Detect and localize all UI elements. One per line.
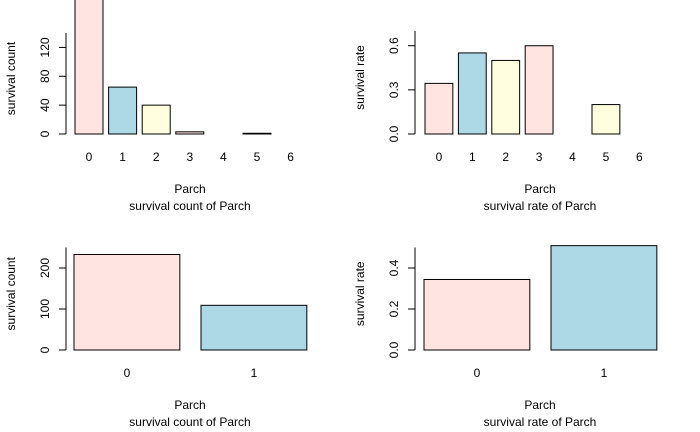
y-tick-label: 200 <box>38 258 52 278</box>
y-tick-label: 40 <box>38 98 52 112</box>
x-tick-label: 3 <box>186 150 193 164</box>
bar <box>524 45 554 135</box>
y-tick-label: 0.3 <box>387 81 401 98</box>
x-axis-label: Parch <box>524 182 555 196</box>
x-tick-label: 6 <box>287 150 294 164</box>
x-tick-label: 4 <box>569 150 576 164</box>
y-axis-label: survival count <box>4 41 18 115</box>
x-axis-label: Parch <box>174 398 205 412</box>
chart-title: survival rate of Parch <box>484 415 597 429</box>
x-tick-label: 6 <box>636 150 643 164</box>
x-tick-label: 0 <box>86 150 93 164</box>
bar <box>423 278 531 351</box>
bar <box>457 52 487 135</box>
bar <box>141 104 171 135</box>
y-axis-label: survival rate <box>353 45 367 110</box>
x-tick-label: 0 <box>124 366 131 380</box>
x-tick-label: 2 <box>502 150 509 164</box>
x-tick-label: 0 <box>474 366 481 380</box>
y-tick-label: 120 <box>38 37 52 57</box>
x-tick-label: 1 <box>251 366 258 380</box>
y-tick-label: 0.0 <box>387 341 401 358</box>
bar <box>242 132 272 135</box>
y-axis-label: survival rate <box>353 261 367 326</box>
y-tick-label: 0 <box>38 130 52 137</box>
bar <box>591 104 621 135</box>
x-tick-label: 5 <box>254 150 261 164</box>
y-tick-label: 0.6 <box>387 37 401 54</box>
x-axis-label: Parch <box>524 398 555 412</box>
y-tick-label: 100 <box>38 299 52 319</box>
x-tick-label: 3 <box>536 150 543 164</box>
x-axis-label: Parch <box>174 182 205 196</box>
y-tick-label: 0.2 <box>387 300 401 317</box>
y-tick-label: 0.4 <box>387 259 401 276</box>
bar <box>175 131 205 135</box>
bar <box>108 86 138 135</box>
chart-title: survival count of Parch <box>129 199 250 213</box>
y-tick-label: 0.0 <box>387 125 401 142</box>
x-tick-label: 2 <box>153 150 160 164</box>
y-tick-label: 80 <box>38 69 52 83</box>
x-tick-label: 4 <box>220 150 227 164</box>
bar <box>424 82 454 135</box>
bar <box>74 0 104 135</box>
bar <box>550 245 658 351</box>
x-tick-label: 1 <box>601 366 608 380</box>
chart-title: survival rate of Parch <box>484 199 597 213</box>
chart-title: survival count of Parch <box>129 415 250 429</box>
y-axis-label: survival count <box>4 256 18 330</box>
bar <box>491 59 521 135</box>
x-tick-label: 5 <box>603 150 610 164</box>
x-tick-label: 0 <box>436 150 443 164</box>
bar <box>200 304 308 351</box>
y-tick-label: 0 <box>38 346 52 353</box>
x-tick-label: 1 <box>119 150 126 164</box>
x-tick-label: 1 <box>469 150 476 164</box>
bar <box>73 253 181 351</box>
